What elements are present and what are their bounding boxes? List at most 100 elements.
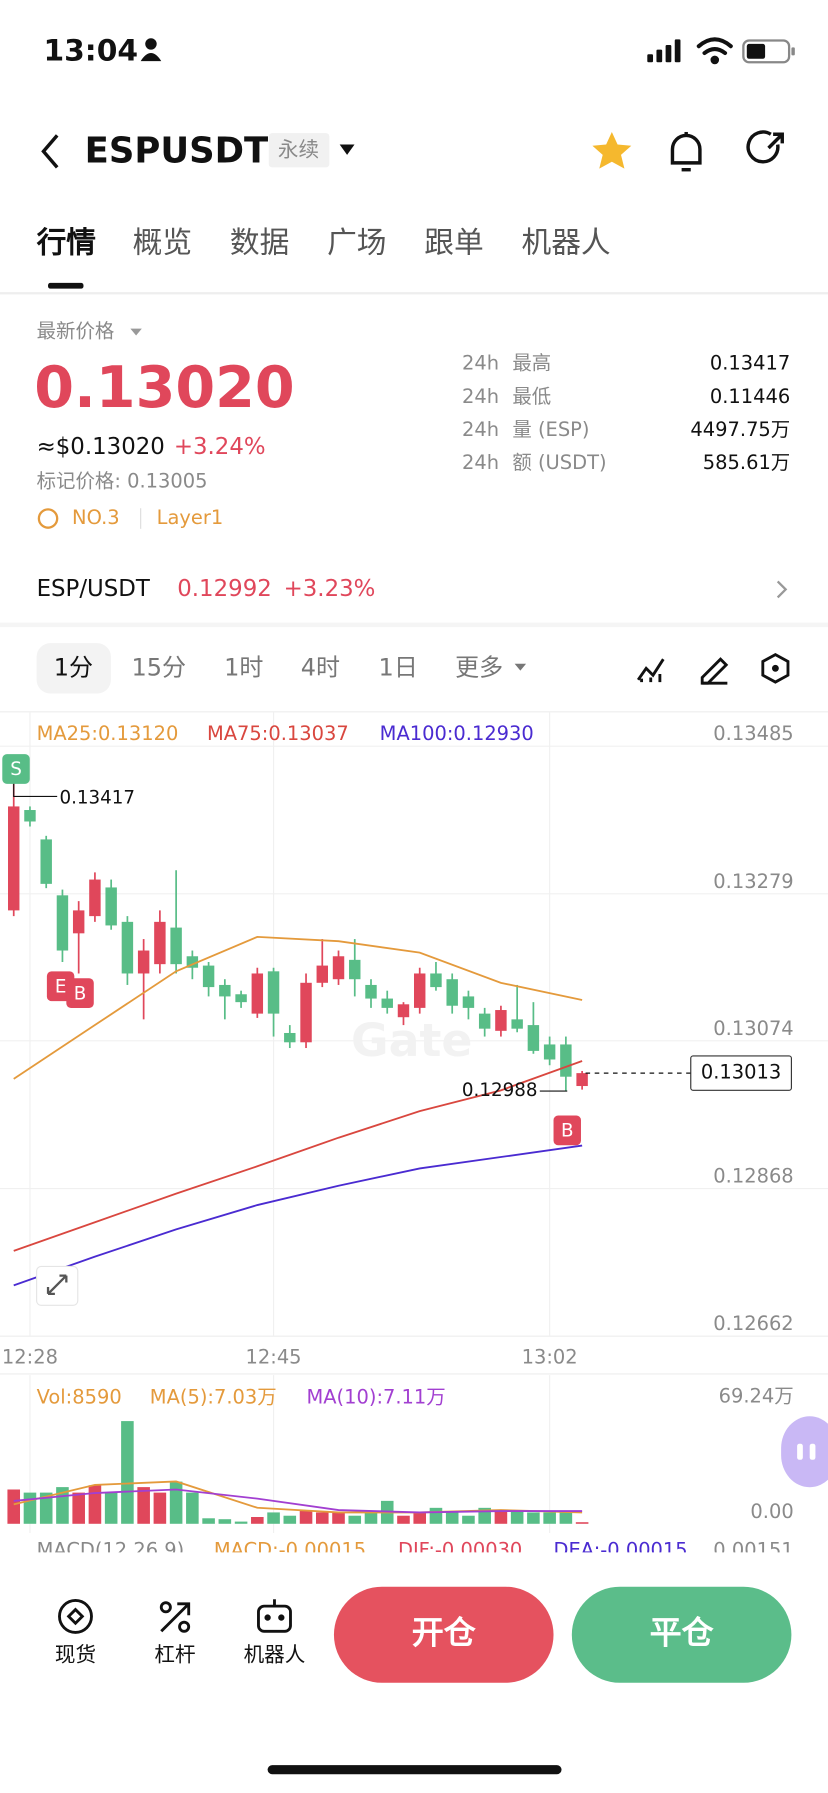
candle-body [462,996,475,1008]
tab[interactable]: 跟单 [424,226,483,261]
indicator-icon[interactable] [636,658,665,683]
volume-bar [267,1512,280,1524]
assistant-bubble[interactable] [797,1443,803,1460]
volume-bar [153,1492,167,1524]
volume-bar [413,1512,427,1524]
candle-body [365,984,377,999]
volume-bar [364,1512,378,1524]
usd-price: ≈$0.13020 [37,434,165,460]
tab[interactable]: 行情 [36,226,96,261]
volume-bar [72,1492,85,1524]
status-time: 13:04 [43,33,138,68]
draw-icon[interactable] [700,657,729,685]
symbol-dropdown[interactable] [339,144,355,155]
interval[interactable]: 4时 [301,653,340,681]
current-price-box [690,1055,792,1091]
spot-price: 0.12992 [177,576,272,602]
volume-bar [23,1492,37,1524]
trade-marker [66,978,94,1009]
low-label: 0.12988 [462,1080,538,1101]
y-tick-label: 0.13485 [713,722,793,745]
volume-bar [348,1515,362,1524]
open-button[interactable] [333,1586,554,1683]
tab[interactable]: 数据 [230,226,289,261]
nav-label[interactable]: 机器人 [244,1642,306,1666]
candle-body [235,994,247,1003]
settings-icon[interactable] [761,652,790,684]
close-button[interactable] [571,1586,792,1683]
more-dropdown[interactable] [514,663,527,671]
ma-line [13,935,583,1080]
rank: NO.3 [72,506,120,529]
stat-value: 585.61万 [703,451,790,474]
candle-body [72,910,85,934]
candle-body [89,879,101,917]
price-dropdown[interactable] [130,328,142,336]
candle-body [397,1004,410,1018]
stat-value: 4497.75万 [690,418,790,441]
candle-body [478,1013,491,1029]
candle-body [186,956,199,968]
volume-bar [169,1481,183,1524]
expand-icon[interactable] [46,1274,68,1296]
volume-bar [7,1489,21,1524]
back-button[interactable] [41,134,59,169]
user-icon [145,38,157,50]
watermark: Gate [351,1014,472,1067]
volume-ma-legend: MA(5):7.03万 [150,1385,277,1408]
interval[interactable]: 更多 [455,653,503,681]
stat-value: 0.11446 [710,385,790,408]
interval[interactable]: 1日 [379,653,418,681]
candle-body [381,998,393,1008]
sector[interactable]: Layer1 [157,506,224,529]
mark-price: 标记价格: 0.13005 [37,469,208,492]
nav-label[interactable]: 现货 [55,1642,96,1666]
trade-marker-label: B [74,983,87,1004]
interval[interactable]: 1时 [224,653,263,681]
favorite-star[interactable] [592,131,632,169]
alert-bell[interactable] [670,131,702,172]
x-tick-label: 13:02 [522,1345,578,1368]
open-label[interactable]: 开仓 [412,1614,477,1652]
settings-icon[interactable] [771,664,779,672]
spot-pair[interactable]: ESP/USDT [37,576,151,602]
volume-bar [332,1512,345,1524]
interval[interactable]: 1分 [54,653,93,681]
price-change: +3.24% [174,434,266,460]
spot-icon[interactable] [58,1598,93,1634]
candle-body [170,927,182,965]
tab-indicator [48,282,84,289]
stat-label: 额 (USDT) [512,451,606,474]
interval[interactable]: 15分 [132,653,187,681]
share-button[interactable] [746,130,784,164]
volume-bar [543,1512,556,1524]
spot-arrow[interactable] [776,580,788,599]
price-label: 最新价格 [37,320,115,343]
candle-body [137,950,150,974]
nav-label[interactable]: 杠杆 [154,1642,195,1666]
volume-bar [315,1512,329,1524]
stat-period: 24h [462,451,499,474]
assistant-bubble[interactable] [809,1443,816,1460]
margin-icon[interactable] [159,1601,191,1633]
tab[interactable]: 概览 [133,226,192,261]
volume-bar [575,1522,589,1524]
rank-icon [37,508,59,529]
volume-bar [234,1521,248,1524]
stat-period: 24h [462,352,499,375]
tab[interactable]: 机器人 [522,226,611,261]
volume-bar [218,1519,232,1524]
assistant-bubble[interactable] [781,1416,828,1488]
last-price: 0.13020 [34,355,294,421]
stat-label: 最低 [512,385,551,408]
tab[interactable]: 广场 [327,226,386,261]
y-tick-label: 0.13074 [713,1017,793,1040]
bot-icon[interactable] [257,1599,292,1633]
trade-marker-label: S [10,759,22,780]
high-label: 0.13417 [59,788,135,809]
wifi-icon [696,37,733,65]
candle-body [267,971,280,1014]
close-label[interactable]: 平仓 [650,1614,715,1652]
candle-body [300,982,312,1043]
x-tick-label: 12:45 [246,1345,302,1368]
